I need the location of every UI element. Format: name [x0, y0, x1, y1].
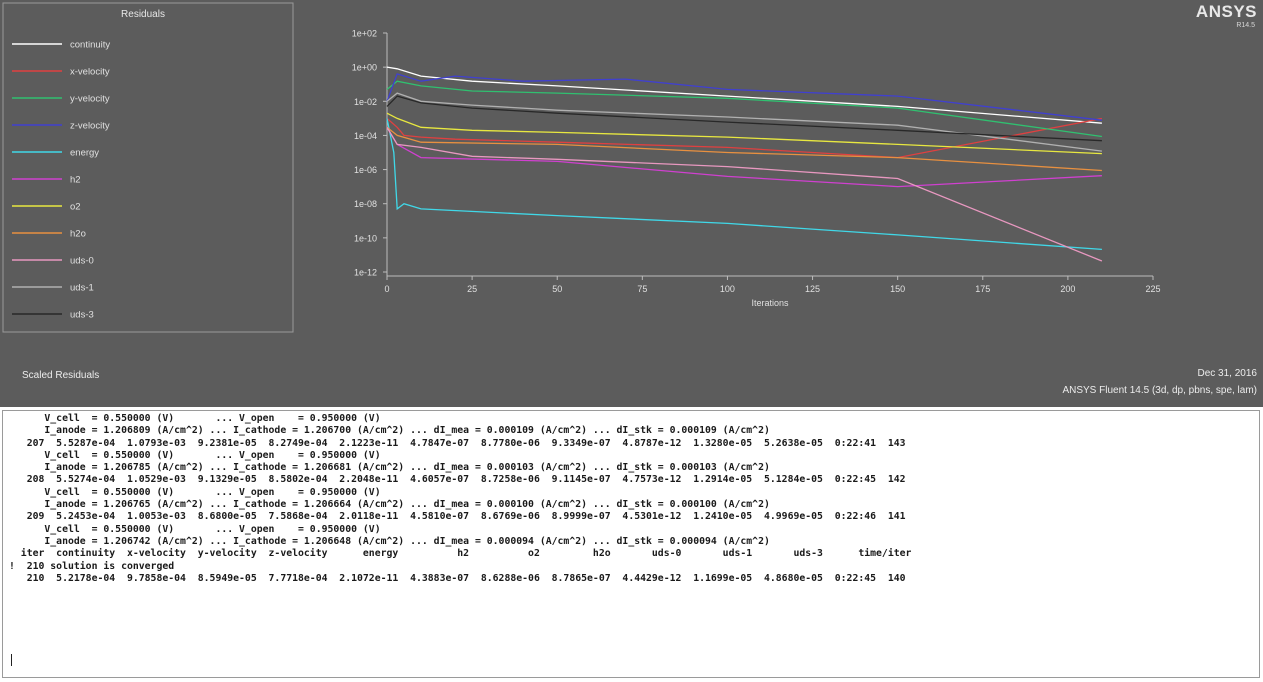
- series-line-uds-3: [386, 95, 1102, 142]
- console-line: V_cell = 0.550000 (V) ... V_open = 0.950…: [9, 523, 381, 535]
- text-cursor: [11, 654, 12, 666]
- y-tick-label: 1e+00: [352, 63, 377, 73]
- series-line-o2: [386, 112, 1102, 155]
- x-tick-label: 75: [637, 284, 647, 294]
- console-line: 208 5.5274e-04 1.0529e-03 9.1329e-05 8.5…: [9, 474, 906, 486]
- x-tick-label: 100: [720, 284, 735, 294]
- x-tick-label: 0: [384, 284, 389, 294]
- y-tick-label: 1e+02: [352, 29, 377, 39]
- ansys-logo-version: R14.5: [1236, 22, 1255, 29]
- legend-label-y-velocity: y-velocity: [70, 94, 110, 105]
- residuals-plot-panel: Residuals continuity x-velocity y-velocity z…: [0, 0, 1263, 407]
- plot-date: Dec 31, 2016: [1197, 368, 1258, 379]
- console-line: 207 5.5287e-04 1.0793e-03 9.2381e-05 8.2…: [9, 437, 906, 449]
- console-line: iter continuity x-velocity y-velocity z-…: [9, 548, 912, 560]
- x-tick-label: 200: [1060, 284, 1075, 294]
- series-line-continuity: [386, 66, 1102, 124]
- console-window[interactable]: V_cell = 0.550000 (V) ... V_open = 0.950…: [2, 410, 1260, 678]
- y-tick-label: 1e-10: [354, 233, 377, 243]
- legend-label-h2: h2: [70, 175, 81, 186]
- console-line: I_anode = 1.206785 (A/cm^2) ... I_cathod…: [9, 462, 770, 474]
- legend-label-energy: energy: [70, 148, 99, 159]
- y-tick-label: 1e-06: [354, 165, 377, 175]
- console-line: V_cell = 0.550000 (V) ... V_open = 0.950…: [9, 486, 381, 498]
- console-line: I_anode = 1.206742 (A/cm^2) ... I_cathod…: [9, 535, 770, 547]
- solver-version-label: ANSYS Fluent 14.5 (3d, dp, pbns, spe, la…: [1062, 385, 1257, 396]
- legend-label-z-velocity: z-velocity: [70, 121, 110, 132]
- console-line: I_anode = 1.206809 (A/cm^2) ... I_cathod…: [9, 425, 770, 437]
- scaled-residuals-label: Scaled Residuals: [22, 370, 100, 381]
- legend-label-uds-0: uds-0: [70, 256, 94, 267]
- series-line-z-velocity: [386, 73, 1102, 121]
- series-line-uds-0: [386, 126, 1103, 262]
- series-line-y-velocity: [386, 80, 1102, 138]
- console-output: V_cell = 0.550000 (V) ... V_open = 0.950…: [3, 411, 1259, 585]
- series-line-uds-1: [386, 92, 1102, 152]
- console-line: ! 210 solution is converged: [9, 560, 175, 572]
- residuals-plot: Residuals continuity x-velocity y-velocity z…: [2, 2, 1161, 333]
- y-tick-label: 1e-08: [354, 199, 377, 209]
- series-line-x-velocity: [386, 117, 1103, 159]
- console-line: 209 5.2453e-04 1.0053e-03 8.6800e-05 7.5…: [9, 511, 906, 523]
- legend-title: Residuals: [121, 9, 165, 20]
- legend-box: [2, 2, 294, 333]
- console-line: V_cell = 0.550000 (V) ... V_open = 0.950…: [9, 413, 381, 424]
- x-tick-label: 225: [1145, 284, 1160, 294]
- x-tick-label: 125: [805, 284, 820, 294]
- console-line: V_cell = 0.550000 (V) ... V_open = 0.950…: [9, 449, 381, 461]
- x-axis-label: Iterations: [751, 298, 789, 308]
- legend-label-h2o: h2o: [70, 229, 86, 240]
- legend-label-uds-1: uds-1: [70, 283, 94, 294]
- y-tick-label: 1e-04: [354, 131, 377, 141]
- console-line: 210 5.2178e-04 9.7858e-04 8.5949e-05 7.7…: [9, 572, 906, 584]
- legend-label-o2: o2: [70, 202, 81, 213]
- ansys-logo: ANSYS: [1195, 2, 1257, 21]
- legend-label-x-velocity: x-velocity: [70, 67, 110, 78]
- y-tick-label: 1e-02: [354, 97, 377, 107]
- legend-label-uds-3: uds-3: [70, 310, 94, 321]
- x-tick-label: 50: [552, 284, 562, 294]
- series-line-h2o: [386, 126, 1102, 172]
- series-line-energy: [386, 118, 1102, 251]
- x-tick-label: 150: [890, 284, 905, 294]
- console-line: I_anode = 1.206765 (A/cm^2) ... I_cathod…: [9, 499, 770, 511]
- x-tick-label: 25: [467, 284, 477, 294]
- legend-label-continuity: continuity: [70, 40, 110, 51]
- y-tick-label: 1e-12: [354, 268, 377, 278]
- x-tick-label: 175: [975, 284, 990, 294]
